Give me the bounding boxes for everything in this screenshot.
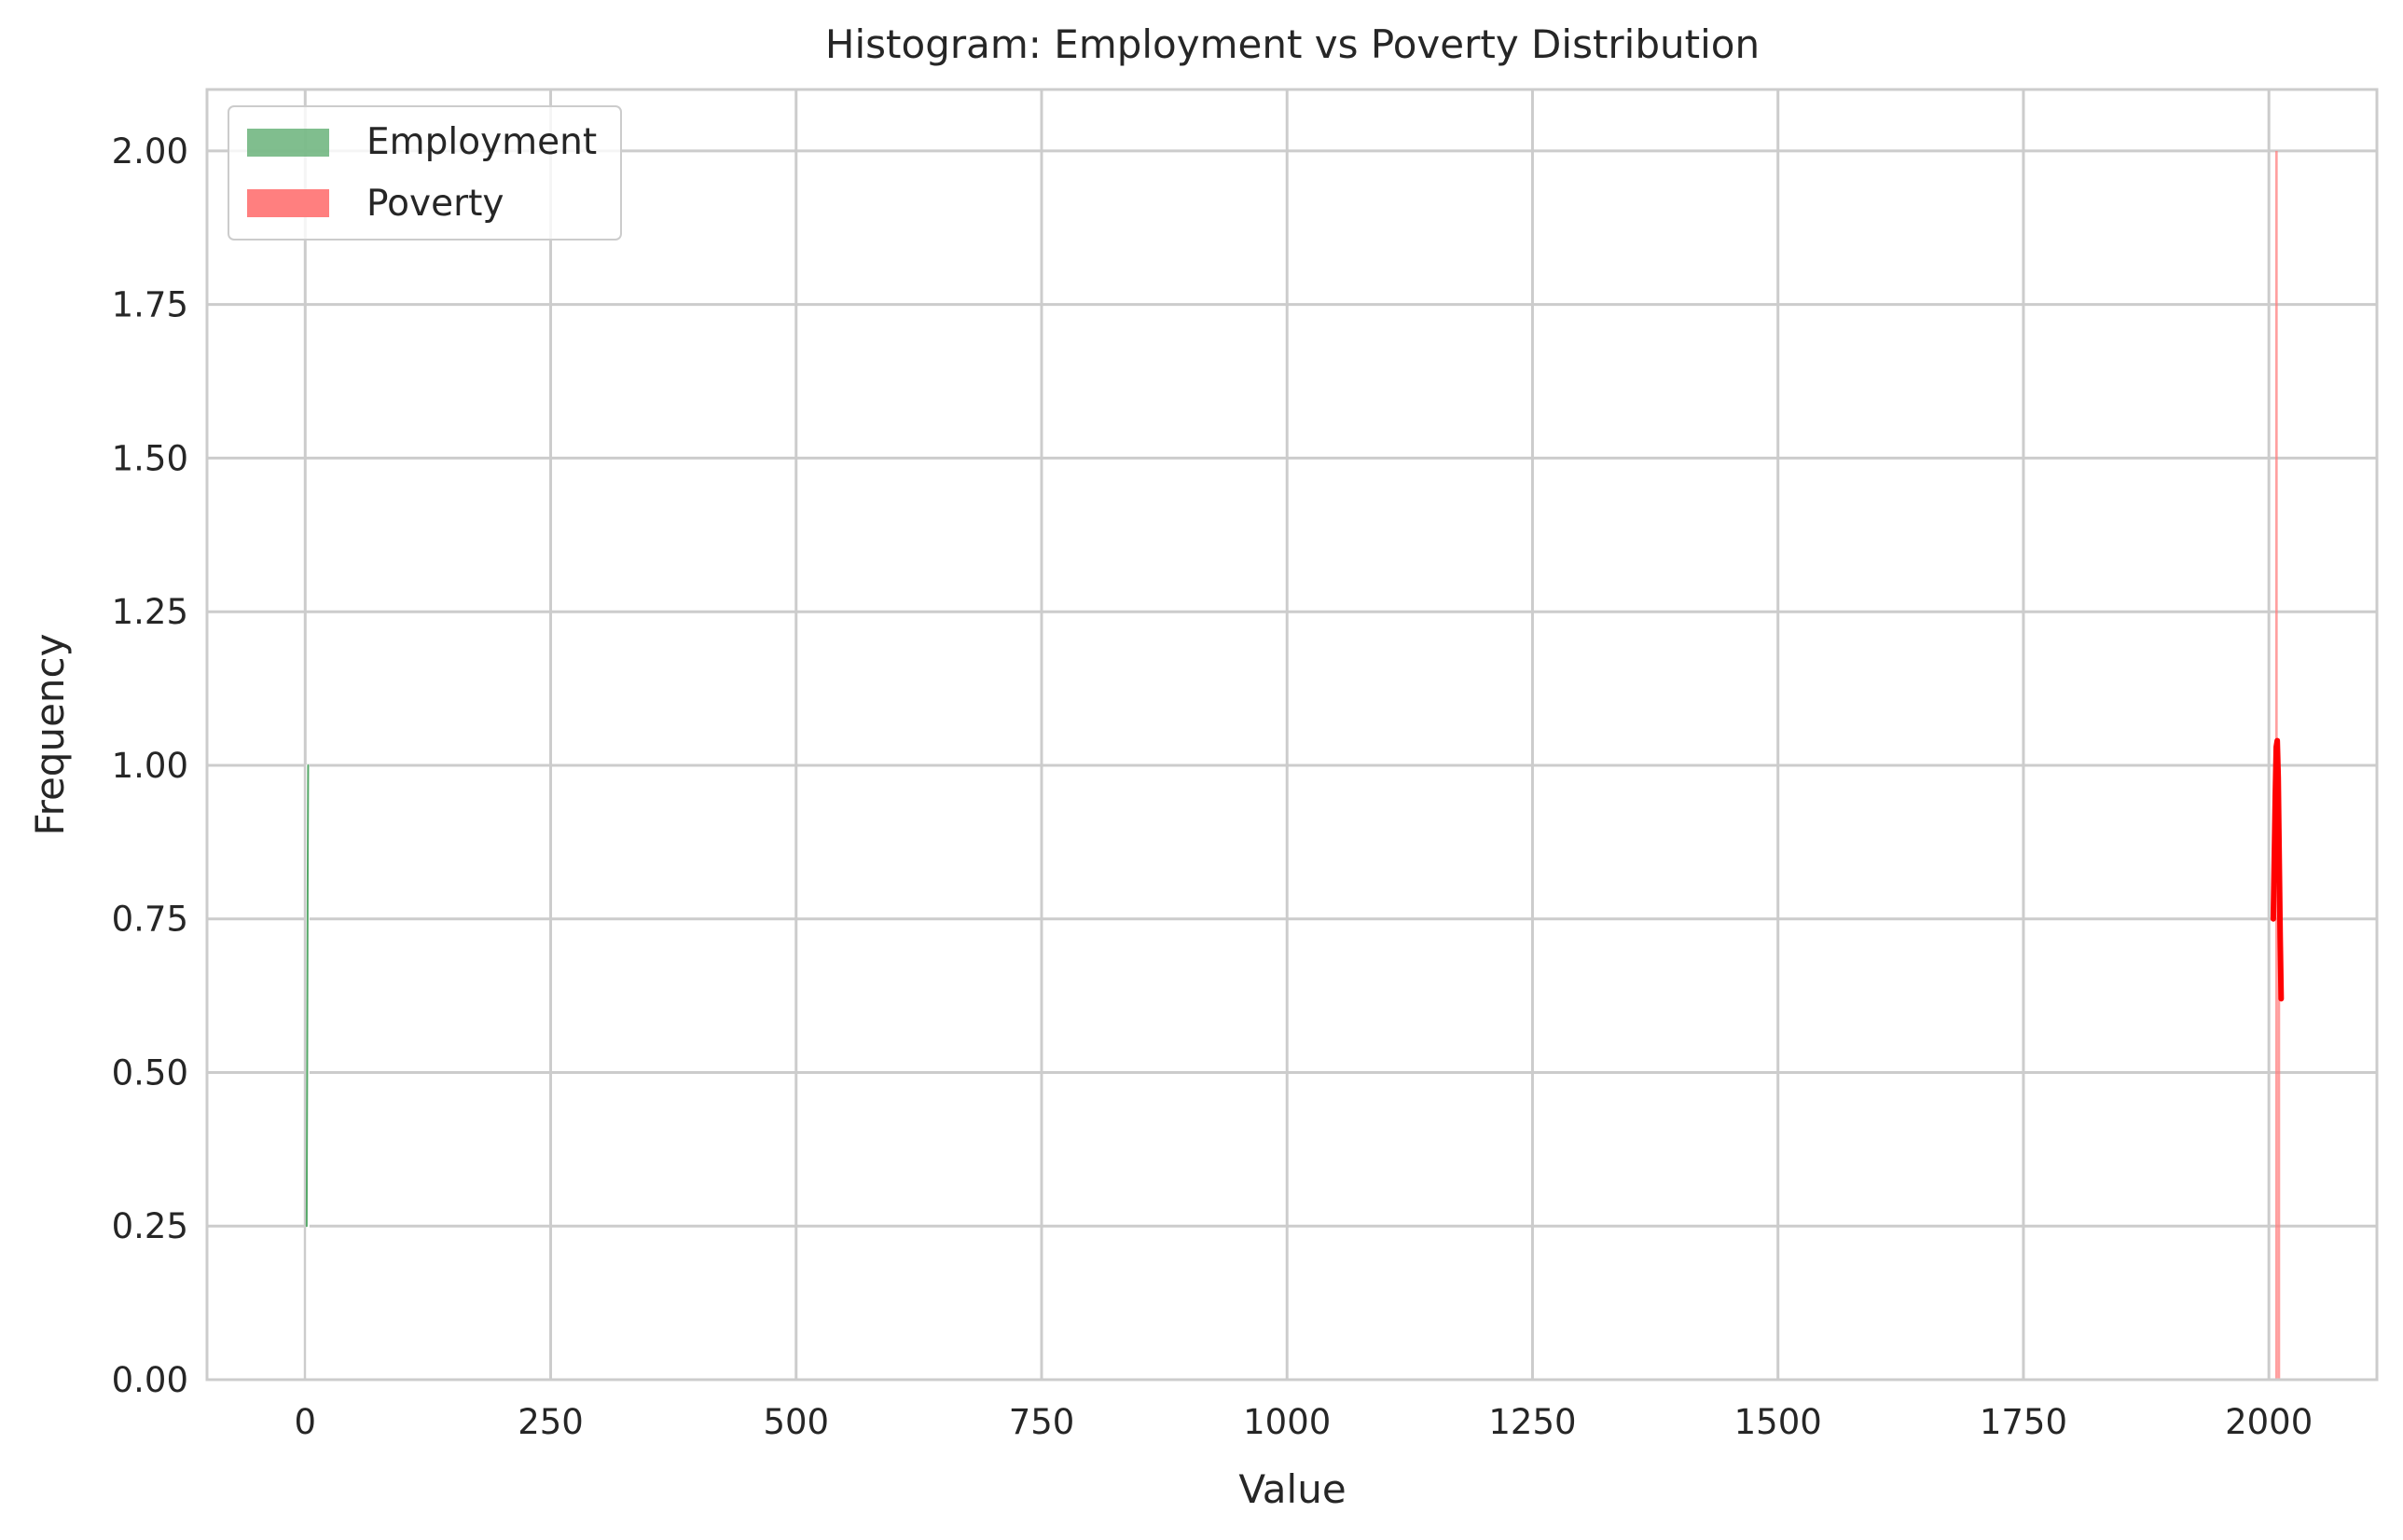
x-tick-label: 2000 [2225, 1402, 2313, 1442]
y-ticks: 0.00 0.25 0.50 0.75 1.00 1.25 1.50 1.75 2.00 [112, 131, 188, 1400]
x-tick-label: 250 [518, 1402, 584, 1442]
x-axis-label: Value [1238, 1466, 1346, 1512]
x-tick-label: 1000 [1243, 1402, 1331, 1442]
x-tick-label: 0 [295, 1402, 317, 1442]
y-tick-label: 2.00 [112, 131, 188, 172]
y-tick-label: 0.25 [112, 1206, 188, 1246]
plot-frame [205, 88, 2379, 1382]
legend: Employment Poverty [228, 105, 622, 241]
y-tick-label: 0.00 [112, 1360, 188, 1400]
y-tick-label: 1.75 [112, 285, 188, 325]
legend-swatch-employment [247, 129, 329, 157]
y-axis-label: Frequency [27, 634, 73, 836]
y-tick-label: 0.50 [112, 1052, 188, 1093]
legend-label-employment: Employment [366, 121, 597, 163]
kde-lines [305, 737, 2285, 1228]
x-tick-label: 1250 [1488, 1402, 1576, 1442]
x-tick-label: 750 [1009, 1402, 1075, 1442]
x-ticks: 0 250 500 750 1000 1250 1500 1750 2000 [295, 1402, 2313, 1442]
y-tick-label: 1.50 [112, 438, 188, 478]
y-tick-label: 1.25 [112, 592, 188, 632]
y-tick-label: 0.75 [112, 900, 188, 940]
poverty-bar [2277, 764, 2281, 1380]
employment-kde-line [305, 763, 310, 1228]
chart-title: Histogram: Employment vs Poverty Distrib… [825, 21, 1760, 67]
y-tick-label: 1.00 [112, 746, 188, 786]
x-tick-label: 1750 [1980, 1402, 2067, 1442]
legend-label-poverty: Poverty [366, 183, 504, 225]
legend-swatch-poverty [247, 189, 329, 217]
poverty-kde-line [2270, 737, 2285, 1002]
x-tick-label: 500 [763, 1402, 829, 1442]
x-tick-label: 1500 [1734, 1402, 1822, 1442]
